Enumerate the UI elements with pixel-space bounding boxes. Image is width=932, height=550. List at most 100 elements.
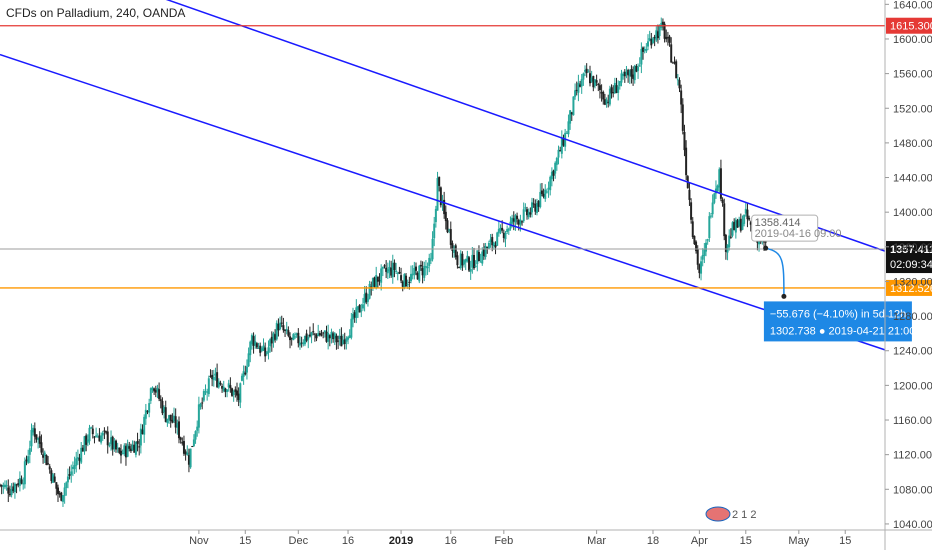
candle-body	[181, 441, 184, 444]
candle-body	[163, 406, 166, 413]
candle-body	[143, 416, 146, 435]
candle-body	[714, 188, 717, 194]
candle-body	[718, 169, 721, 188]
candle-body	[691, 221, 694, 238]
candle-body	[5, 485, 8, 487]
trend-line[interactable]	[0, 0, 886, 252]
candle-body	[741, 222, 744, 230]
candle-body	[149, 388, 152, 401]
candle-body	[627, 69, 630, 76]
y-tick-label: 1640.000	[893, 0, 932, 11]
candle-body	[156, 387, 159, 392]
x-tick-label: Mar	[587, 535, 606, 547]
candle-body	[48, 466, 51, 470]
level-price-label: 1312.526	[890, 283, 932, 295]
candle-body	[345, 338, 348, 342]
candle-body	[569, 110, 572, 124]
candle-body	[471, 254, 474, 268]
candle-body	[645, 49, 648, 52]
candle-body	[28, 448, 31, 455]
candle-body	[491, 237, 494, 246]
candle-body	[642, 47, 645, 52]
candle-body	[386, 269, 389, 274]
candle-body	[681, 104, 684, 131]
candle-body	[310, 332, 313, 336]
candle-body	[255, 343, 258, 348]
candle-body	[550, 171, 553, 180]
candle-body	[458, 266, 461, 269]
candle-body	[184, 451, 187, 455]
chart-title: CFDs on Palladium, 240, OANDA	[6, 6, 186, 20]
drawings-layer[interactable]	[0, 0, 886, 351]
candle-body	[33, 428, 36, 437]
candle-body	[85, 435, 88, 445]
candle-body	[176, 422, 179, 428]
candle-body	[663, 23, 666, 39]
candle-body	[401, 281, 404, 287]
y-tick-label: 1560.000	[893, 69, 932, 81]
candle-body	[115, 440, 118, 450]
candle-body	[308, 334, 311, 337]
candle-body	[418, 265, 421, 282]
candle-body	[202, 391, 205, 401]
current-price-label: 1357.411	[890, 244, 932, 256]
x-tick-label: Nov	[189, 535, 209, 547]
candle-body	[313, 333, 316, 335]
projection-end-point	[781, 293, 787, 299]
candle-body	[245, 366, 248, 373]
candle-body	[285, 328, 288, 331]
projection-label-box[interactable]	[763, 301, 912, 342]
tooltip-datetime: 2019-04-16 09:00	[755, 228, 842, 240]
candle-body	[52, 474, 55, 483]
candle-body	[617, 86, 620, 93]
candle-body	[330, 331, 333, 337]
candle-body	[748, 217, 751, 220]
candle-body	[539, 191, 542, 208]
x-axis[interactable]: Nov 15 Dec 16 2019 16 Feb Mar 18 Apr 15 May 15	[0, 529, 932, 547]
x-tick-label: 2019	[389, 535, 413, 547]
trend-line[interactable]	[0, 53, 886, 351]
candle-body	[592, 76, 595, 88]
candle-body	[439, 187, 442, 206]
y-axis[interactable]: 1640.000 1600.000 1560.000 1520.000 1480.000…	[884, 0, 932, 550]
candle-body	[537, 201, 540, 207]
candle-body	[201, 402, 204, 404]
candle-body	[27, 456, 30, 463]
candle-body	[685, 147, 688, 176]
candle-body	[50, 470, 53, 481]
candle-body	[113, 440, 116, 449]
candle-body	[519, 219, 522, 225]
candle-body	[211, 374, 214, 380]
candle-body	[254, 341, 257, 346]
candle-body	[295, 333, 298, 336]
candle-body	[350, 318, 353, 338]
candle-body	[318, 332, 321, 336]
candle-body	[585, 68, 588, 74]
candle-body	[274, 334, 277, 340]
candle-body	[189, 448, 192, 468]
candle-body	[222, 386, 225, 391]
candle-body	[25, 459, 28, 462]
y-tick-label: 1240.000	[893, 346, 932, 358]
candle-body	[141, 429, 144, 435]
candle-body	[204, 391, 207, 393]
y-tick-label: 1360.000	[893, 242, 932, 254]
candle-body	[68, 474, 71, 476]
overlays-layer[interactable]: 1615.300 1312.526 1357.411 02:09:34 1358.414…	[705, 17, 932, 522]
candle-body	[459, 253, 462, 268]
candle-body	[352, 314, 355, 320]
candle-body	[590, 77, 593, 82]
candle-body	[133, 444, 136, 453]
candle-body	[661, 21, 664, 25]
candle-body	[105, 431, 108, 433]
candle-body	[73, 465, 76, 470]
candle-body	[706, 239, 709, 241]
candle-body	[501, 227, 504, 231]
candle-body	[668, 36, 671, 43]
candle-body	[106, 431, 109, 446]
candle-body	[575, 89, 578, 92]
candle-body	[688, 189, 691, 200]
projection-arrow[interactable]	[765, 247, 785, 297]
